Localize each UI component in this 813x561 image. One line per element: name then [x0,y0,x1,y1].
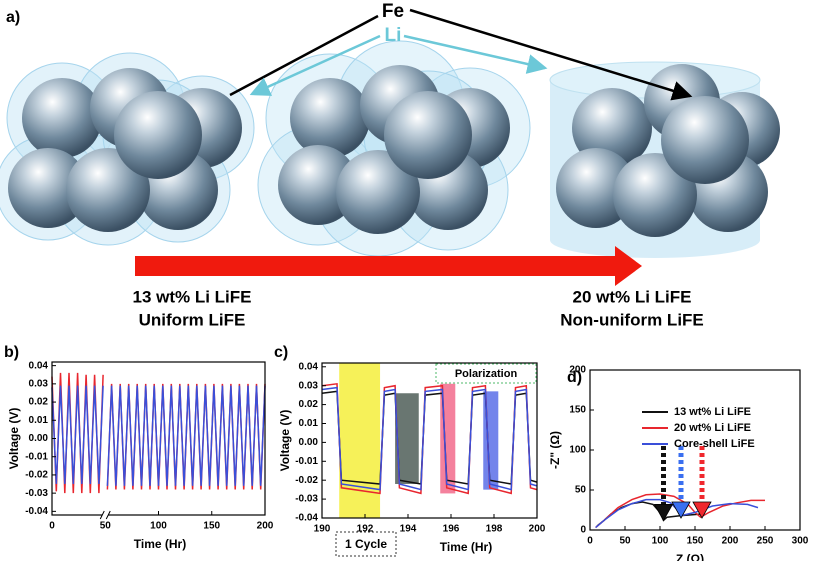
x-tick-label: 200 [529,524,546,535]
y-tick-label: 0.03 [29,378,49,389]
panel-label: b) [4,344,19,361]
y-axis-label: Voltage (V) [278,410,292,472]
arrow-head [692,501,712,519]
highlight-region [339,363,381,518]
y-tick-label: 0.04 [299,361,319,372]
caption: 20 wt% Li LiFE [572,287,691,306]
plot-frame [321,362,538,519]
x-tick-label: 50 [100,521,112,532]
x-axis-label: Z (Ω) [676,552,704,561]
x-tick-label: 200 [722,536,739,547]
trend-arrow [135,246,642,286]
x-tick-label: 0 [49,521,55,532]
x-tick-label: 50 [619,536,631,547]
y-tick-label: -0.03 [295,494,318,505]
y-tick-label: 200 [569,365,586,376]
caption: Non-uniform LiFE [560,310,704,329]
fe-label: Fe [382,1,404,22]
x-tick-label: 100 [652,536,669,547]
y-tick-label: -0.01 [25,451,48,462]
y-tick-label: 0.02 [299,399,319,410]
annotation-box [435,363,537,384]
arrow-head [671,501,691,519]
y-tick-label: 0.00 [29,433,49,444]
caption: Uniform LiFE [139,310,246,329]
x-tick-label: 150 [687,536,704,547]
y-tick-label: -0.02 [295,475,318,486]
panel-label: d) [567,369,582,386]
y-tick-label: -0.02 [25,470,48,481]
panel-label: c) [274,344,288,361]
x-axis-label: Time (Hr) [440,540,492,554]
series-line [51,385,266,486]
x-tick-label: 192 [357,524,374,535]
y-tick-label: 0 [580,525,586,536]
y-tick-label: 0.02 [29,397,49,408]
legend-label: Core-shell LiFE [674,438,755,450]
x-tick-label: 194 [400,524,417,535]
axis-break [99,510,111,520]
x-tick-label: 200 [257,521,274,532]
y-tick-label: 0.01 [299,418,319,429]
y-tick-label: -0.04 [25,506,48,517]
y-tick-label: 150 [569,405,586,416]
x-tick-label: 198 [486,524,503,535]
x-axis-label: Time (Hr) [134,537,186,551]
li-label: Li [385,25,402,46]
pointer-lines [229,8,693,101]
y-tick-label: 50 [575,485,587,496]
panel-label: a) [6,9,20,26]
annotation: Polarization [455,368,518,380]
y-tick-label: 0.01 [29,415,49,426]
caption: 13 wt% Li LiFE [132,287,251,306]
y-tick-label: -0.03 [25,488,48,499]
series-line [595,498,759,529]
legend-label: 20 wt% Li LiFE [674,422,751,434]
annotation-box [335,531,397,557]
core-spheres [556,64,780,237]
y-axis-label: -Z" (Ω) [548,431,562,469]
x-tick-label: 196 [443,524,460,535]
x-tick-label: 250 [757,536,774,547]
y-tick-label: -0.01 [295,456,318,467]
highlight-region [395,393,419,484]
legend-label: 13 wt% Li LiFE [674,406,751,418]
y-tick-label: 0.00 [299,437,319,448]
arrow-head [653,504,674,522]
y-tick-label: 0.04 [29,360,49,371]
x-tick-label: 300 [792,536,809,547]
series-line [321,386,538,491]
y-tick-label: 0.03 [299,380,319,391]
y-tick-label: -0.04 [295,513,318,524]
annotation: 1 Cycle [345,537,387,551]
x-tick-label: 150 [203,521,220,532]
x-tick-label: 0 [587,536,593,547]
mixed-spheres [278,65,510,234]
x-tick-label: 190 [314,524,331,535]
y-tick-label: 100 [569,445,586,456]
y-axis-label: Voltage (V) [7,408,21,470]
x-tick-label: 100 [150,521,167,532]
axis-break-gap [102,511,109,519]
uniform-spheres [8,68,242,232]
